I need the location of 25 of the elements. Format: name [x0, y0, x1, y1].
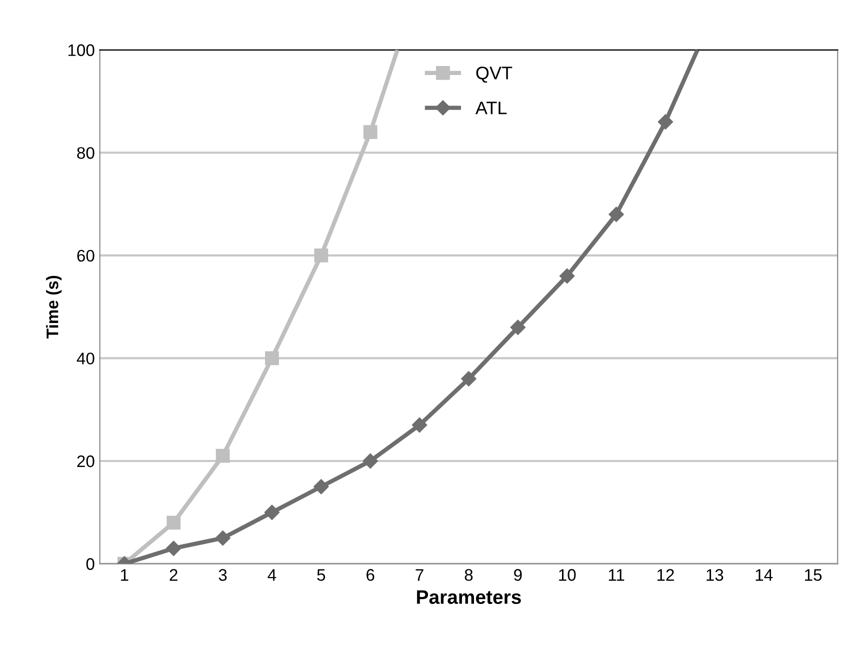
legend-label: ATL: [475, 102, 507, 114]
x-tick-label: 9: [514, 569, 522, 581]
x-tick-label: 7: [416, 569, 424, 581]
x-tick-label: 2: [170, 569, 178, 581]
x-axis-title: Parameters: [417, 590, 521, 604]
x-tick-label: 10: [559, 569, 576, 581]
y-tick-label: 20: [77, 455, 94, 468]
x-tick-label: 8: [464, 569, 473, 581]
x-tick-label: 12: [657, 569, 674, 581]
x-tick-label: 4: [268, 569, 276, 581]
x-tick-label: 1: [121, 569, 128, 581]
x-tick-label: 11: [608, 569, 624, 581]
x-tick-label: 3: [218, 569, 227, 581]
y-tick-label: 100: [68, 44, 94, 56]
x-tick-label: 15: [805, 569, 822, 581]
x-tick-label: 14: [756, 569, 773, 581]
x-tick-label: 5: [317, 569, 326, 581]
y-tick-label: 60: [77, 250, 94, 262]
y-axis-title: Time (s): [46, 276, 62, 338]
y-tick-label: 0: [86, 558, 94, 570]
x-tick-label: 13: [706, 569, 724, 581]
y-tick-label: 80: [77, 147, 94, 159]
legend-label: QVT: [476, 66, 512, 83]
x-tick-label: 6: [366, 569, 374, 581]
y-tick-label: 40: [76, 352, 94, 364]
